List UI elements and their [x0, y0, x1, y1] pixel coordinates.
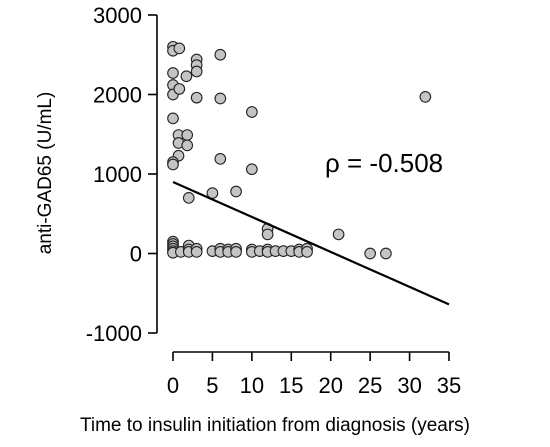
data-point — [380, 247, 392, 260]
x-tick-label: 10 — [240, 373, 264, 398]
x-tick-label: 5 — [206, 373, 218, 398]
data-point — [246, 163, 258, 176]
data-point — [190, 91, 203, 104]
data-point — [301, 246, 313, 258]
y-tick-label: 2000 — [93, 83, 142, 108]
x-tick-label: 25 — [358, 373, 382, 398]
data-point — [181, 129, 194, 141]
data-point — [230, 246, 242, 258]
data-point — [214, 92, 227, 105]
data-point — [419, 91, 432, 103]
data-point — [246, 106, 258, 118]
y-tick-label: 0 — [130, 242, 142, 267]
data-point — [181, 139, 194, 152]
data-point — [230, 185, 242, 198]
trend-line — [172, 180, 450, 306]
y-axis-label: anti-GAD65 (U/mL) — [35, 92, 56, 255]
x-axis-label: Time to insulin initiation from diagnosi… — [80, 415, 470, 436]
data-point — [214, 48, 227, 61]
correlation-annotation: ρ = -0.508 — [325, 148, 443, 178]
x-tick-label: 20 — [318, 373, 342, 398]
data-point — [180, 70, 193, 83]
data-point — [261, 228, 274, 241]
x-tick-label: 15 — [279, 373, 303, 398]
data-points — [167, 40, 432, 260]
data-point — [332, 228, 345, 241]
data-point — [364, 247, 376, 260]
data-point — [173, 42, 186, 55]
y-tick-label: 3000 — [93, 3, 142, 28]
data-point — [167, 67, 179, 79]
x-tick-label: 35 — [437, 373, 461, 398]
x-tick-label: 30 — [397, 373, 421, 398]
data-point — [214, 153, 227, 165]
x-tick-label: 0 — [167, 373, 179, 398]
trend-line-group — [172, 180, 450, 306]
y-tick-label: -1000 — [86, 321, 142, 346]
data-point — [190, 65, 203, 78]
x-axis: 0 5 10 15 20 25 30 35 — [167, 351, 461, 398]
data-point — [167, 112, 179, 125]
data-point — [167, 158, 179, 171]
data-point — [173, 83, 186, 95]
y-axis: -1000 0 1000 2000 3000 — [86, 3, 158, 346]
data-point — [190, 246, 203, 258]
data-point — [182, 192, 195, 204]
y-tick-label: 1000 — [93, 162, 142, 187]
